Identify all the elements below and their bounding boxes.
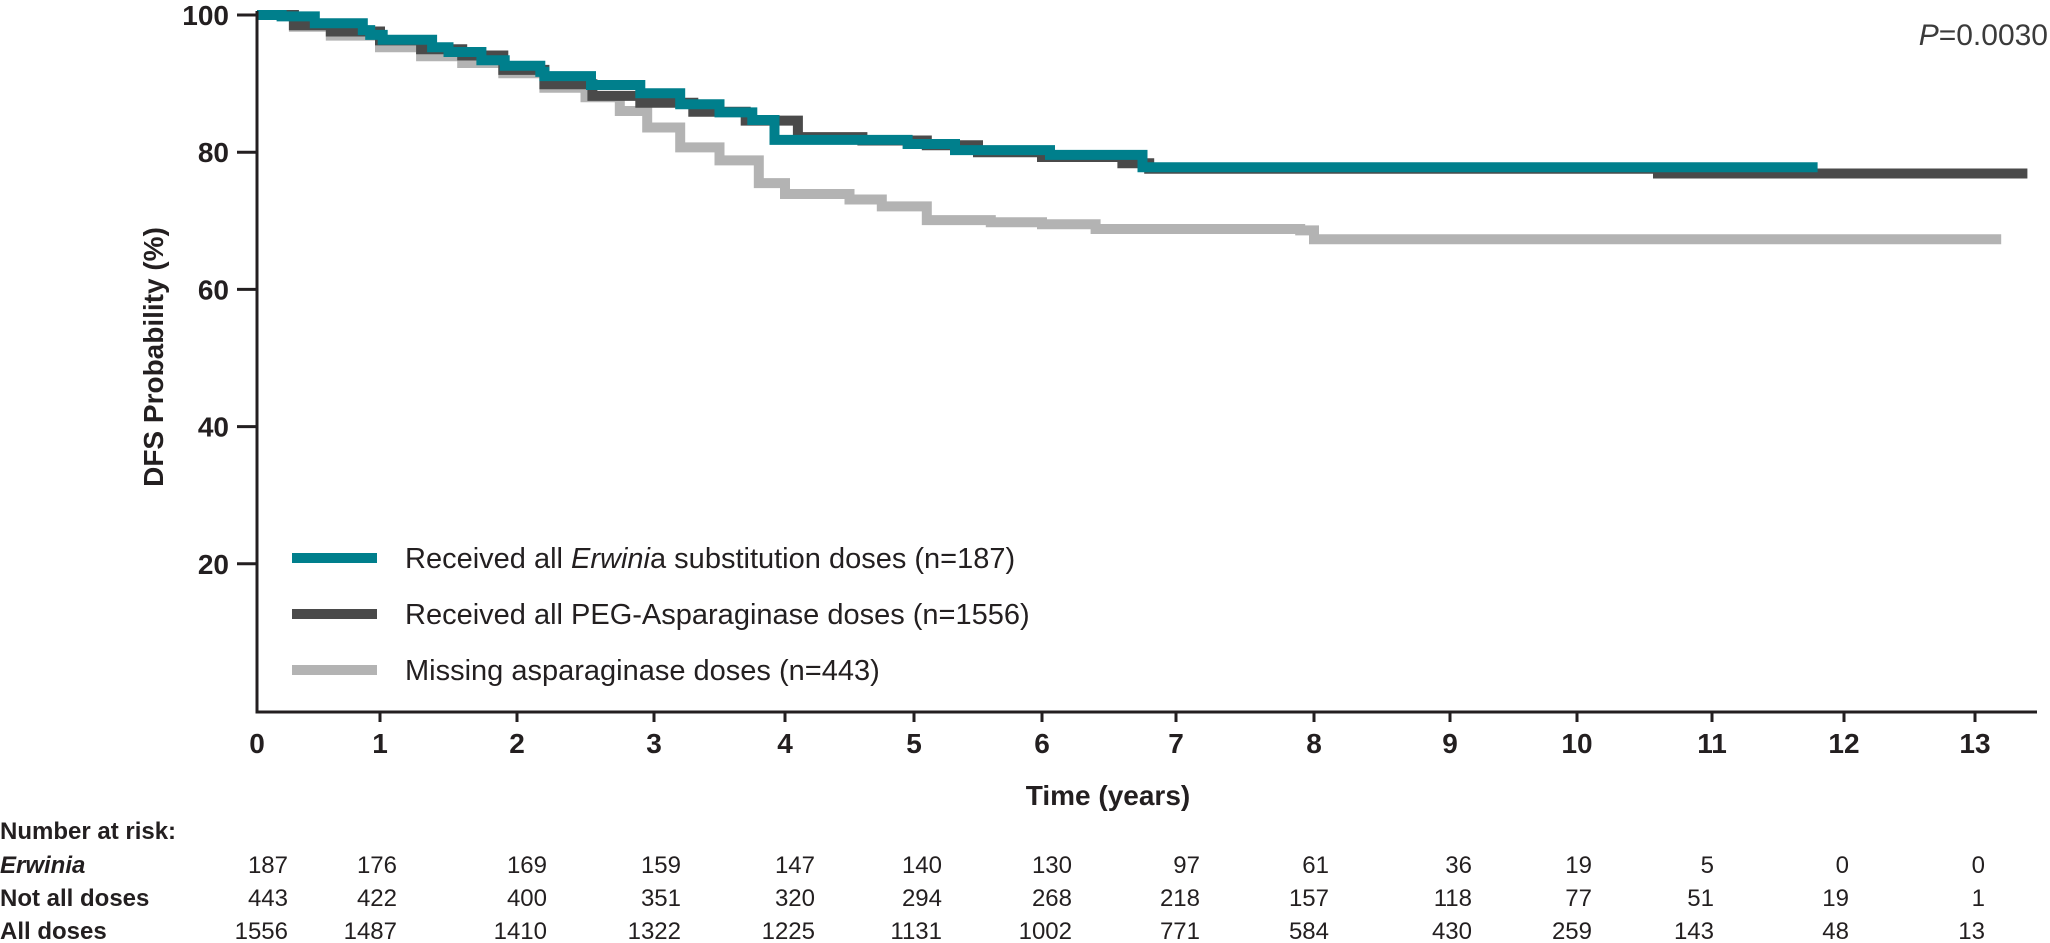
x-axis: 0 1 2 3 4 5 6 7 8 9 10 11 12 13 <box>249 710 2037 759</box>
y-tick-label: 40 <box>198 412 229 443</box>
risk-cell: 443 <box>248 885 288 912</box>
risk-cell: 584 <box>1289 918 1329 943</box>
risk-row: Not all doses 443 422 400 351 320 294 268 218 157… <box>0 885 1985 912</box>
risk-cell: 147 <box>775 852 815 879</box>
x-tick-label: 9 <box>1442 728 1458 759</box>
survival-curves <box>257 10 2028 245</box>
risk-cell: 187 <box>248 852 288 879</box>
risk-cell: 13 <box>1958 918 1985 943</box>
risk-cell: 77 <box>1565 885 1592 912</box>
risk-cell: 771 <box>1160 918 1200 943</box>
x-tick-label: 11 <box>1697 728 1727 759</box>
x-tick-label: 2 <box>509 728 525 759</box>
risk-cell: 130 <box>1032 852 1072 879</box>
legend-label-erwinia: Received all Erwinia substitution doses … <box>405 543 1015 575</box>
risk-cell: 143 <box>1674 918 1714 943</box>
risk-cell: 1131 <box>890 918 942 943</box>
risk-cell: 1487 <box>344 918 397 943</box>
x-tick-label: 13 <box>1959 728 1990 759</box>
risk-row-label: Erwinia <box>0 852 85 879</box>
risk-cell: 259 <box>1552 918 1592 943</box>
risk-cell: 51 <box>1687 885 1714 912</box>
curve-missing-doses <box>257 10 2002 245</box>
p-value-annotation: P=0.0030 <box>1919 19 2048 52</box>
risk-cell: 159 <box>641 852 681 879</box>
x-tick-label: 8 <box>1306 728 1322 759</box>
legend-item-peg-asparaginase: Received all PEG-Asparaginase doses (n=1… <box>292 599 1030 631</box>
y-tick-label: 60 <box>198 274 229 305</box>
legend-label-missing-doses: Missing asparaginase doses (n=443) <box>405 655 880 687</box>
risk-cell: 140 <box>902 852 942 879</box>
x-tick-label: 12 <box>1828 728 1859 759</box>
risk-cell: 422 <box>357 885 397 912</box>
risk-cell: 294 <box>902 885 942 912</box>
risk-cell: 1556 <box>235 918 288 943</box>
risk-cell: 400 <box>507 885 547 912</box>
risk-row-label: Not all doses <box>0 885 149 912</box>
risk-cell: 0 <box>1836 852 1849 879</box>
risk-cell: 1002 <box>1019 918 1072 943</box>
x-axis-title: Time (years) <box>1026 780 1190 811</box>
x-tick-label: 4 <box>777 728 793 759</box>
legend: Received all Erwinia substitution doses … <box>292 543 1030 687</box>
legend-item-erwinia: Received all Erwinia substitution doses … <box>292 543 1015 575</box>
risk-cell: 176 <box>357 852 397 879</box>
risk-cell: 169 <box>507 852 547 879</box>
risk-cell: 36 <box>1445 852 1472 879</box>
risk-row: All doses 1556 1487 1410 1322 1225 1131 1002 771… <box>0 918 1985 943</box>
x-tick-label: 7 <box>1168 728 1184 759</box>
risk-cell: 1225 <box>762 918 815 943</box>
x-tick-label: 3 <box>646 728 662 759</box>
x-tick-label: 1 <box>372 728 388 759</box>
x-tick-label: 6 <box>1034 728 1050 759</box>
x-tick-label: 10 <box>1561 728 1592 759</box>
risk-cell: 1322 <box>628 918 681 943</box>
risk-cell: 97 <box>1173 852 1200 879</box>
x-tick-label: 5 <box>906 728 922 759</box>
curve-peg-asparaginase <box>257 10 2028 179</box>
risk-cell: 5 <box>1701 852 1714 879</box>
risk-cell: 19 <box>1565 852 1592 879</box>
y-axis: 20 40 60 80 100 <box>182 0 259 713</box>
risk-cell: 430 <box>1432 918 1472 943</box>
risk-cell: 320 <box>775 885 815 912</box>
risk-cell: 1 <box>1972 885 1985 912</box>
risk-cell: 118 <box>1434 885 1472 912</box>
risk-cell: 61 <box>1302 852 1329 879</box>
p-symbol: P <box>1919 19 1939 52</box>
risk-row: Erwinia 187 176 169 159 147 140 130 97 61 36 19 5 0 0 <box>0 852 1985 879</box>
y-tick-label: 80 <box>198 137 229 168</box>
risk-cell: 48 <box>1822 918 1849 943</box>
y-axis-title: DFS Probability (%) <box>138 227 169 487</box>
risk-cell: 351 <box>641 885 681 912</box>
p-value: =0.0030 <box>1939 19 2048 52</box>
risk-cell: 1410 <box>494 918 547 943</box>
y-tick-label: 100 <box>182 0 229 31</box>
x-tick-label: 0 <box>249 728 265 759</box>
risk-cell: 0 <box>1972 852 1985 879</box>
legend-label-peg-asparaginase: Received all PEG-Asparaginase doses (n=1… <box>405 599 1030 631</box>
risk-table-header: Number at risk: <box>0 818 176 845</box>
legend-item-missing-doses: Missing asparaginase doses (n=443) <box>292 655 880 687</box>
risk-row-label: All doses <box>0 918 107 943</box>
risk-cell: 268 <box>1032 885 1072 912</box>
risk-cell: 218 <box>1160 885 1200 912</box>
risk-cell: 157 <box>1289 885 1329 912</box>
y-tick-label: 20 <box>198 549 229 580</box>
risk-cell: 19 <box>1822 885 1849 912</box>
number-at-risk-table: Number at risk: Erwinia 187 176 169 159 147 14… <box>0 818 1985 943</box>
curve-erwinia <box>257 10 1818 173</box>
